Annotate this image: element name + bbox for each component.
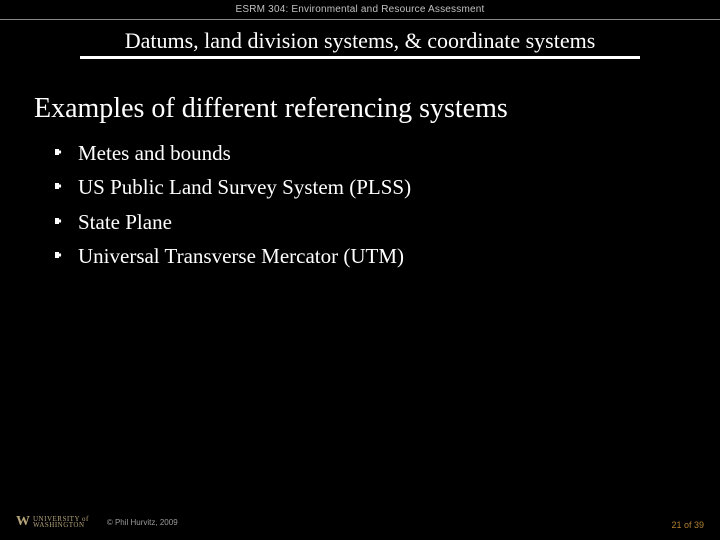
hand-bullet-icon <box>50 145 64 159</box>
bullet-list: Metes and bounds US Public Land Survey S… <box>34 139 686 270</box>
slide-title: Datums, land division systems, & coordin… <box>105 28 616 56</box>
bullet-text: Universal Transverse Mercator (UTM) <box>78 244 404 268</box>
copyright: © Phil Hurvitz, 2009 <box>107 518 178 527</box>
hand-bullet-icon <box>50 214 64 228</box>
header-bar: ESRM 304: Environmental and Resource Ass… <box>0 0 720 20</box>
section-heading: Examples of different referencing system… <box>34 93 686 125</box>
uw-logo: W UNIVERSITY of WASHINGTON <box>16 514 89 530</box>
list-item: US Public Land Survey System (PLSS) <box>50 173 686 201</box>
content-area: Examples of different referencing system… <box>0 65 720 270</box>
list-item: State Plane <box>50 208 686 236</box>
bullet-text: Metes and bounds <box>78 141 231 165</box>
uw-w-icon: W <box>16 514 29 530</box>
bullet-text: US Public Land Survey System (PLSS) <box>78 175 411 199</box>
title-underline <box>80 56 640 59</box>
footer: W UNIVERSITY of WASHINGTON © Phil Hurvit… <box>0 510 720 534</box>
course-label: ESRM 304: Environmental and Resource Ass… <box>236 4 485 15</box>
bullet-text: State Plane <box>78 210 172 234</box>
page-number: 21 of 39 <box>671 520 704 530</box>
hand-bullet-icon <box>50 179 64 193</box>
list-item: Metes and bounds <box>50 139 686 167</box>
uw-logo-text: UNIVERSITY of WASHINGTON <box>33 516 89 529</box>
hand-bullet-icon <box>50 248 64 262</box>
title-band: Datums, land division systems, & coordin… <box>0 20 720 65</box>
uw-text-bottom: WASHINGTON <box>33 522 89 528</box>
list-item: Universal Transverse Mercator (UTM) <box>50 242 686 270</box>
